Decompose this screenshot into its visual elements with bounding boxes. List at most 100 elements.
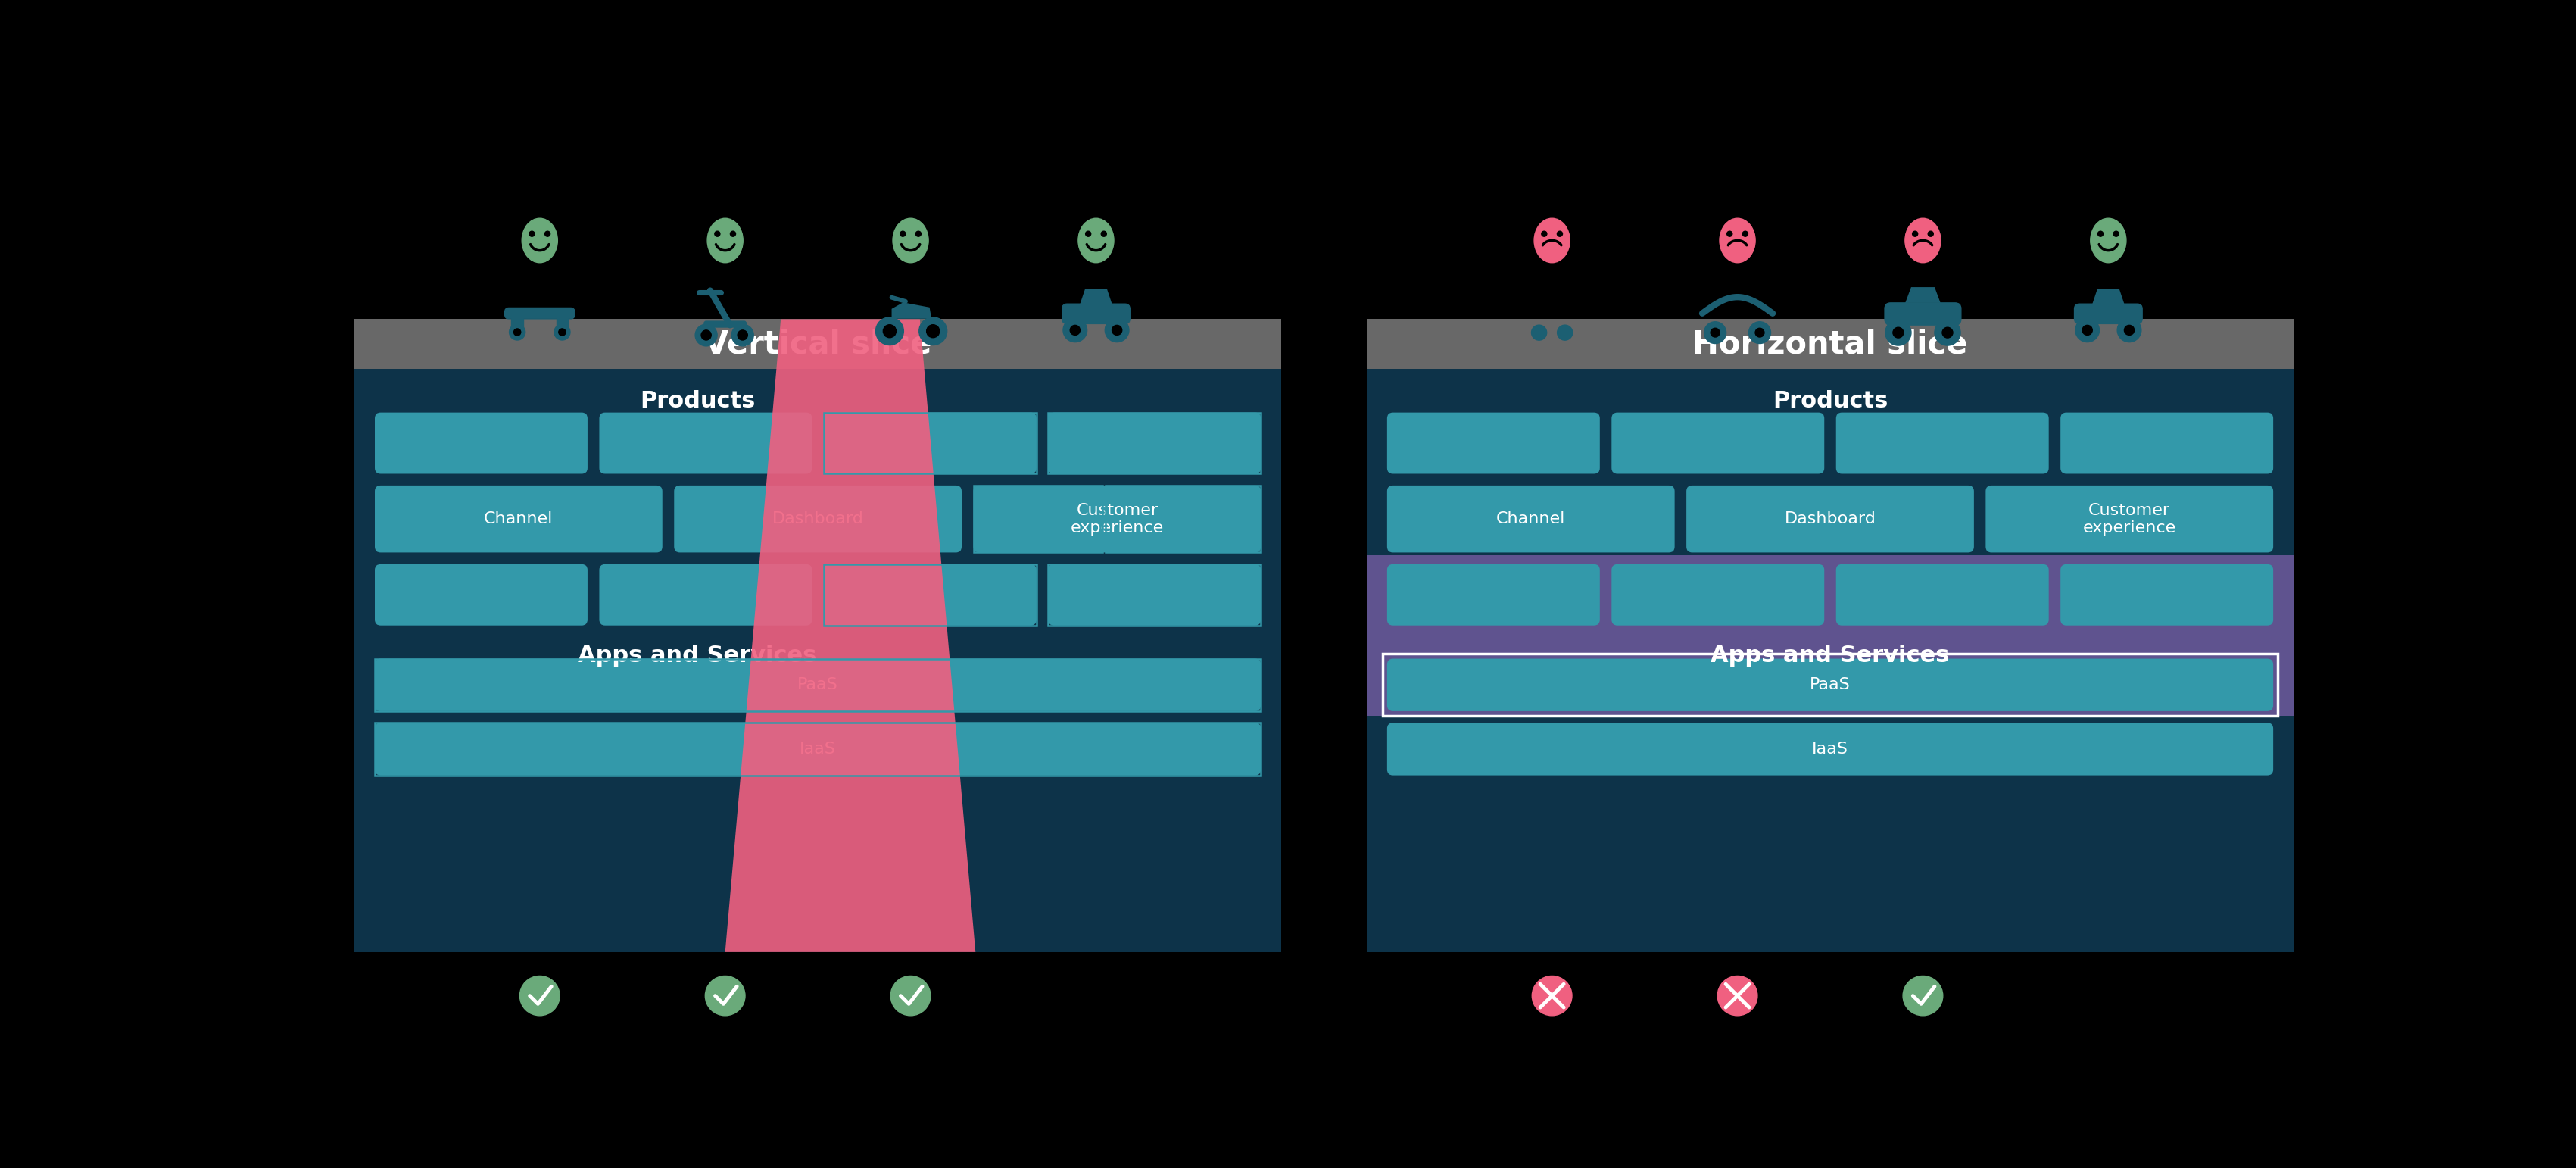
FancyBboxPatch shape bbox=[510, 319, 523, 327]
Text: PaaS: PaaS bbox=[799, 677, 837, 693]
FancyBboxPatch shape bbox=[1061, 304, 1131, 324]
Ellipse shape bbox=[708, 218, 742, 263]
Ellipse shape bbox=[2092, 218, 2125, 263]
Circle shape bbox=[1540, 231, 1546, 236]
FancyBboxPatch shape bbox=[376, 659, 1260, 711]
Circle shape bbox=[1942, 327, 1953, 338]
Text: IaaS: IaaS bbox=[799, 742, 837, 757]
Text: Products: Products bbox=[639, 390, 755, 412]
FancyBboxPatch shape bbox=[1386, 486, 1674, 552]
Circle shape bbox=[1718, 976, 1757, 1016]
FancyBboxPatch shape bbox=[1365, 556, 2293, 716]
FancyBboxPatch shape bbox=[1837, 564, 2048, 625]
Circle shape bbox=[1935, 320, 1960, 346]
Circle shape bbox=[927, 325, 940, 338]
Text: Horizontal slice: Horizontal slice bbox=[1692, 328, 1968, 360]
Circle shape bbox=[1726, 231, 1731, 236]
Ellipse shape bbox=[1721, 218, 1754, 263]
Circle shape bbox=[2097, 231, 2102, 236]
FancyBboxPatch shape bbox=[1886, 303, 1960, 325]
Circle shape bbox=[559, 328, 567, 335]
Ellipse shape bbox=[894, 218, 927, 263]
FancyBboxPatch shape bbox=[1386, 564, 1600, 625]
Circle shape bbox=[546, 231, 551, 236]
Text: IaaS: IaaS bbox=[1811, 742, 1850, 757]
Circle shape bbox=[520, 976, 559, 1016]
Ellipse shape bbox=[523, 218, 556, 263]
FancyBboxPatch shape bbox=[2061, 412, 2272, 474]
Text: Dashboard: Dashboard bbox=[773, 512, 863, 527]
FancyBboxPatch shape bbox=[1613, 564, 1824, 625]
Circle shape bbox=[729, 231, 737, 236]
FancyBboxPatch shape bbox=[1986, 486, 2272, 552]
Text: Dashboard: Dashboard bbox=[1785, 512, 1875, 527]
FancyBboxPatch shape bbox=[600, 564, 811, 625]
FancyBboxPatch shape bbox=[355, 319, 1280, 369]
Circle shape bbox=[1105, 319, 1128, 342]
FancyBboxPatch shape bbox=[1386, 723, 2272, 776]
Text: Channel: Channel bbox=[1497, 512, 1566, 527]
Text: Channel: Channel bbox=[484, 512, 554, 527]
Circle shape bbox=[1556, 231, 1564, 236]
Text: Products: Products bbox=[1772, 390, 1888, 412]
Circle shape bbox=[1886, 320, 1911, 346]
Circle shape bbox=[696, 325, 716, 346]
FancyBboxPatch shape bbox=[376, 486, 662, 552]
Circle shape bbox=[2125, 325, 2136, 335]
Circle shape bbox=[1100, 231, 1108, 236]
FancyBboxPatch shape bbox=[376, 723, 1260, 776]
Circle shape bbox=[899, 231, 904, 236]
Circle shape bbox=[1754, 328, 1765, 338]
Circle shape bbox=[1741, 231, 1749, 236]
Circle shape bbox=[1558, 325, 1571, 340]
Circle shape bbox=[714, 231, 721, 236]
FancyBboxPatch shape bbox=[600, 412, 811, 474]
Circle shape bbox=[1749, 321, 1770, 343]
FancyBboxPatch shape bbox=[824, 412, 1036, 474]
FancyBboxPatch shape bbox=[1613, 412, 1824, 474]
Circle shape bbox=[701, 331, 711, 340]
FancyBboxPatch shape bbox=[1365, 369, 2293, 952]
FancyBboxPatch shape bbox=[2074, 304, 2143, 324]
FancyBboxPatch shape bbox=[1386, 412, 1600, 474]
FancyBboxPatch shape bbox=[1365, 319, 2293, 369]
Polygon shape bbox=[1079, 288, 1113, 304]
FancyBboxPatch shape bbox=[824, 564, 1036, 625]
Circle shape bbox=[732, 325, 755, 346]
Text: Customer
experience: Customer experience bbox=[2084, 502, 2177, 535]
Circle shape bbox=[914, 231, 922, 236]
Circle shape bbox=[510, 325, 526, 340]
Ellipse shape bbox=[1535, 218, 1569, 263]
Ellipse shape bbox=[1906, 218, 1940, 263]
Circle shape bbox=[737, 331, 747, 340]
Circle shape bbox=[1904, 976, 1942, 1016]
Text: Apps and Services: Apps and Services bbox=[577, 645, 817, 667]
Circle shape bbox=[528, 231, 536, 236]
Circle shape bbox=[706, 976, 744, 1016]
FancyBboxPatch shape bbox=[376, 564, 587, 625]
Text: Customer
experience: Customer experience bbox=[1072, 502, 1164, 535]
Circle shape bbox=[1911, 231, 1917, 236]
Text: Apps and Services: Apps and Services bbox=[1710, 645, 1950, 667]
FancyBboxPatch shape bbox=[2061, 564, 2272, 625]
Circle shape bbox=[876, 318, 904, 345]
Polygon shape bbox=[1906, 287, 1940, 303]
FancyBboxPatch shape bbox=[556, 319, 569, 327]
Circle shape bbox=[884, 325, 896, 338]
Circle shape bbox=[2081, 325, 2092, 335]
FancyBboxPatch shape bbox=[1386, 659, 2272, 711]
Circle shape bbox=[2112, 231, 2120, 236]
Circle shape bbox=[920, 318, 948, 345]
Circle shape bbox=[1893, 327, 1904, 338]
FancyBboxPatch shape bbox=[974, 486, 1260, 552]
Text: PaaS: PaaS bbox=[1811, 677, 1850, 693]
FancyBboxPatch shape bbox=[675, 486, 961, 552]
Circle shape bbox=[1533, 325, 1546, 340]
Circle shape bbox=[554, 325, 569, 340]
Circle shape bbox=[2117, 319, 2141, 342]
Text: Vertical slice: Vertical slice bbox=[703, 328, 933, 360]
Polygon shape bbox=[891, 303, 933, 319]
Circle shape bbox=[513, 328, 520, 335]
Circle shape bbox=[891, 976, 930, 1016]
Polygon shape bbox=[726, 319, 976, 952]
